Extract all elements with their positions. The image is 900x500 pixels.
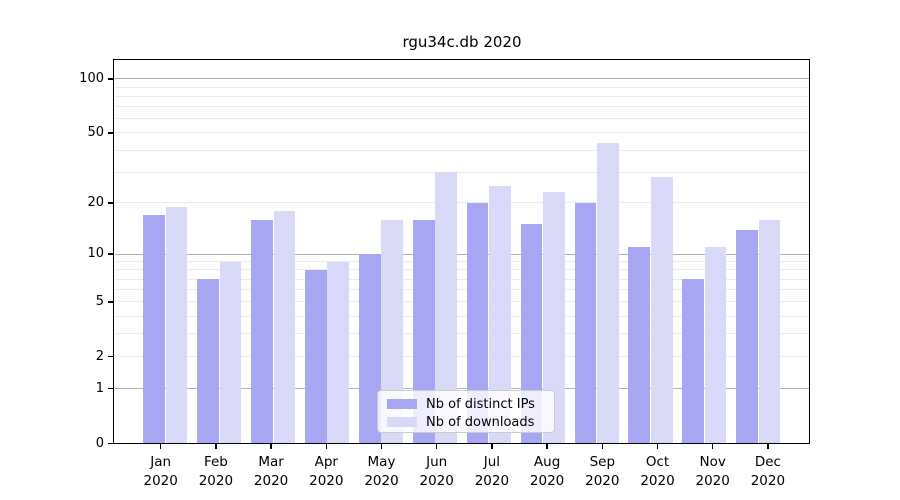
x-tick-label-dec: Dec 2020 — [750, 453, 786, 489]
y-tick-label-0: 0 — [95, 435, 104, 451]
x-tick-jan — [160, 443, 162, 449]
y-tick-label-50: 50 — [87, 124, 104, 140]
x-tick-sep — [601, 443, 603, 449]
y-tick-label-5: 5 — [95, 293, 104, 309]
x-tick-label-feb: Feb 2020 — [198, 453, 234, 489]
x-tick-apr — [325, 443, 327, 449]
legend-swatch-downloads — [387, 416, 417, 428]
x-tick-label-jul: Jul 2020 — [474, 453, 510, 489]
x-tick-label-sep: Sep 2020 — [585, 453, 620, 489]
y-tick-label-1: 1 — [95, 380, 104, 396]
x-tick-label-jun: Jun 2020 — [419, 453, 454, 489]
x-tick-feb — [215, 443, 217, 449]
chart-title: rgu34c.db 2020 — [402, 33, 522, 51]
x-tick-aug — [546, 443, 548, 449]
x-tick-mar — [270, 443, 272, 449]
y-tick-label-2: 2 — [95, 348, 104, 364]
x-tick-oct — [656, 443, 659, 449]
legend-label-distinct-ips: Nb of distinct IPs — [426, 396, 535, 412]
legend-item-downloads: Nb of downloads — [378, 413, 554, 431]
legend-item-distinct-ips: Nb of distinct IPs — [378, 395, 554, 413]
y-tick-label-20: 20 — [87, 194, 104, 210]
plot-area-border — [113, 59, 810, 444]
x-tick-jun — [436, 443, 438, 449]
y-tick-label-100: 100 — [79, 70, 104, 86]
x-tick-may — [380, 443, 383, 449]
x-tick-label-aug: Aug 2020 — [529, 453, 565, 489]
legend: Nb of distinct IPs Nb of downloads — [377, 390, 555, 433]
x-tick-dec — [767, 443, 769, 449]
x-tick-jul — [491, 443, 493, 449]
x-tick-label-mar: Mar 2020 — [253, 453, 289, 489]
x-tick-label-apr: Apr 2020 — [309, 453, 344, 489]
y-tick-label-10: 10 — [87, 246, 104, 262]
legend-label-downloads: Nb of downloads — [426, 414, 535, 430]
x-tick-label-oct: Oct 2020 — [640, 453, 675, 489]
x-tick-label-nov: Nov 2020 — [695, 453, 730, 489]
x-tick-label-jan: Jan 2020 — [143, 453, 178, 489]
legend-swatch-distinct-ips — [387, 398, 417, 410]
x-tick-label-may: May 2020 — [364, 453, 399, 489]
x-tick-nov — [712, 443, 714, 449]
